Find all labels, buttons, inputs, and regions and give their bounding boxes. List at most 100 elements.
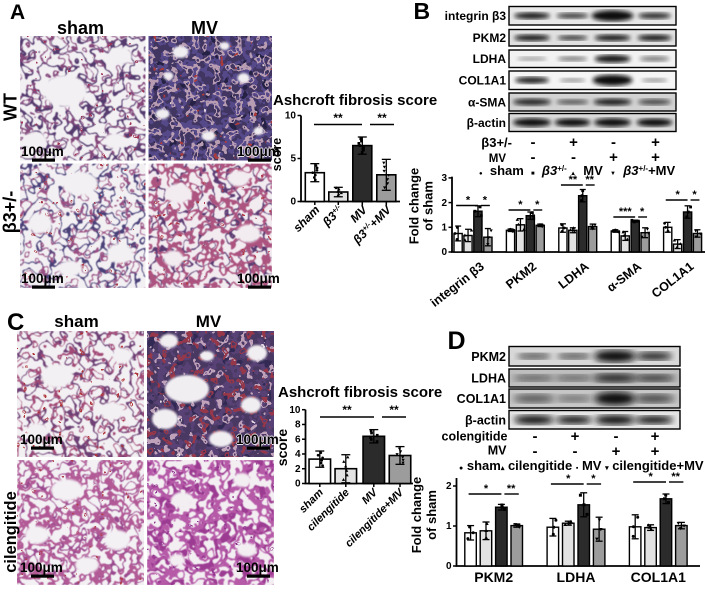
svg-text:+: + [651,149,660,166]
svg-text:+: + [651,134,660,151]
svg-text:8: 8 [295,420,301,431]
svg-text:+: + [651,428,660,445]
svg-text:-: - [531,149,536,166]
svg-text:2: 2 [446,481,452,492]
svg-text:LDHA: LDHA [473,52,507,66]
svg-text:LDHA: LDHA [557,569,596,585]
svg-text:1: 1 [441,223,447,234]
svg-text:*: * [535,199,540,211]
svg-text:MV: MV [191,18,218,38]
svg-text:1: 1 [446,521,452,532]
svg-text:100μm: 100μm [236,560,279,575]
svg-text:Fold change: Fold change [407,168,422,245]
svg-text:+: + [609,149,618,166]
svg-text:PKM2: PKM2 [471,350,506,364]
svg-text:100μm: 100μm [20,560,63,575]
svg-text:100μm: 100μm [237,271,280,286]
svg-text:100μm: 100μm [21,144,64,159]
svg-text:C: C [7,309,24,336]
svg-text:Ashcroft fibrosis score: Ashcroft fibrosis score [278,384,442,401]
svg-text:100μm: 100μm [236,432,279,447]
svg-text:**: ** [585,174,594,186]
svg-text:100μm: 100μm [235,432,278,447]
svg-text:MV: MV [196,312,222,331]
svg-text:COL1A1: COL1A1 [457,392,506,406]
svg-text:**: ** [507,483,516,495]
svg-text:*: * [591,473,596,485]
svg-text:MV: MV [488,444,507,458]
svg-text:of sham: of sham [421,181,436,231]
svg-text:**: ** [569,174,578,186]
svg-text:**: ** [389,403,399,417]
svg-text:● sham▴ cilengitide ▪ MV ▾ cil: ● sham▴ cilengitide ▪ MV ▾ cilengitide+M… [459,458,704,473]
svg-text:100μm: 100μm [21,271,64,286]
svg-text:*: * [648,471,653,483]
svg-text:-: - [533,443,538,460]
svg-text:score: score [270,138,284,171]
svg-text:cilengitide: cilengitide [2,491,20,573]
svg-text:Fold change: Fold change [409,477,424,554]
svg-text:Ashcroft fibrosis score: Ashcroft fibrosis score [273,92,437,109]
svg-text:**: ** [377,111,387,125]
svg-text:0: 0 [295,479,301,490]
svg-text:B: B [414,0,431,24]
svg-text:+: + [571,428,580,445]
svg-text:3: 3 [441,173,447,184]
svg-text:100μm: 100μm [236,433,279,448]
svg-text:*: * [484,483,489,495]
svg-text:*: * [566,473,571,485]
svg-text:0: 0 [441,247,447,258]
svg-text:PKM2: PKM2 [473,31,507,45]
svg-text:0: 0 [446,561,452,572]
svg-text:β3+/-: β3+/- [0,191,20,234]
svg-text:2: 2 [441,198,447,209]
svg-text:LDHA: LDHA [471,372,506,386]
svg-text:0: 0 [290,197,296,208]
svg-text:D: D [448,327,466,355]
svg-text:*: * [640,206,645,218]
svg-text:MV: MV [489,153,507,165]
svg-text:10: 10 [285,111,297,122]
svg-text:+: + [651,443,660,460]
svg-text:WT: WT [1,93,21,121]
svg-text:-: - [533,428,538,445]
svg-text:-: - [614,428,619,445]
svg-text:**: ** [671,471,680,483]
svg-text:100μm: 100μm [236,144,279,159]
svg-text:10: 10 [289,405,301,416]
svg-text:● sham ■ β3+/- ▲ MV ▼ β: ● sham ■ β3+/- ▲ MV ▼ β3+/-+MV [479,163,675,178]
svg-text:of sham: of sham [424,490,439,540]
svg-text:6: 6 [295,434,301,445]
svg-text:2: 2 [295,464,301,475]
svg-text:*: * [692,189,697,201]
svg-text:100μm: 100μm [236,431,279,446]
svg-text:β-actin: β-actin [467,116,506,130]
svg-text:**: ** [333,111,343,125]
svg-text:100μm: 100μm [238,144,281,159]
svg-text:+: + [569,134,578,151]
svg-text:100μm: 100μm [237,143,280,158]
svg-text:*: * [518,199,523,211]
svg-text:sham: sham [54,312,98,331]
svg-text:colengitide: colengitide [442,430,508,444]
svg-text:100μm: 100μm [237,144,280,159]
svg-text:100μm: 100μm [237,432,280,447]
svg-text:-: - [611,134,616,151]
svg-text:**: ** [342,403,352,417]
svg-text:*: * [483,195,488,207]
svg-text:integrin β3: integrin β3 [445,9,507,23]
svg-text:+: + [612,443,621,460]
svg-text:A: A [10,1,25,24]
svg-text:COL1A1: COL1A1 [459,74,507,88]
svg-text:100μm: 100μm [237,145,280,160]
svg-text:*: * [676,189,681,201]
svg-text:-: - [573,443,578,460]
svg-text:PKM2: PKM2 [474,569,513,585]
svg-text:-: - [571,149,576,166]
svg-text:α-SMA: α-SMA [468,95,506,109]
svg-text:sham: sham [57,18,104,38]
svg-text:β3+/-: β3+/- [481,135,512,150]
svg-text:5: 5 [290,154,296,165]
svg-text:COL1A1: COL1A1 [631,569,686,585]
svg-text:100μm: 100μm [20,432,63,447]
